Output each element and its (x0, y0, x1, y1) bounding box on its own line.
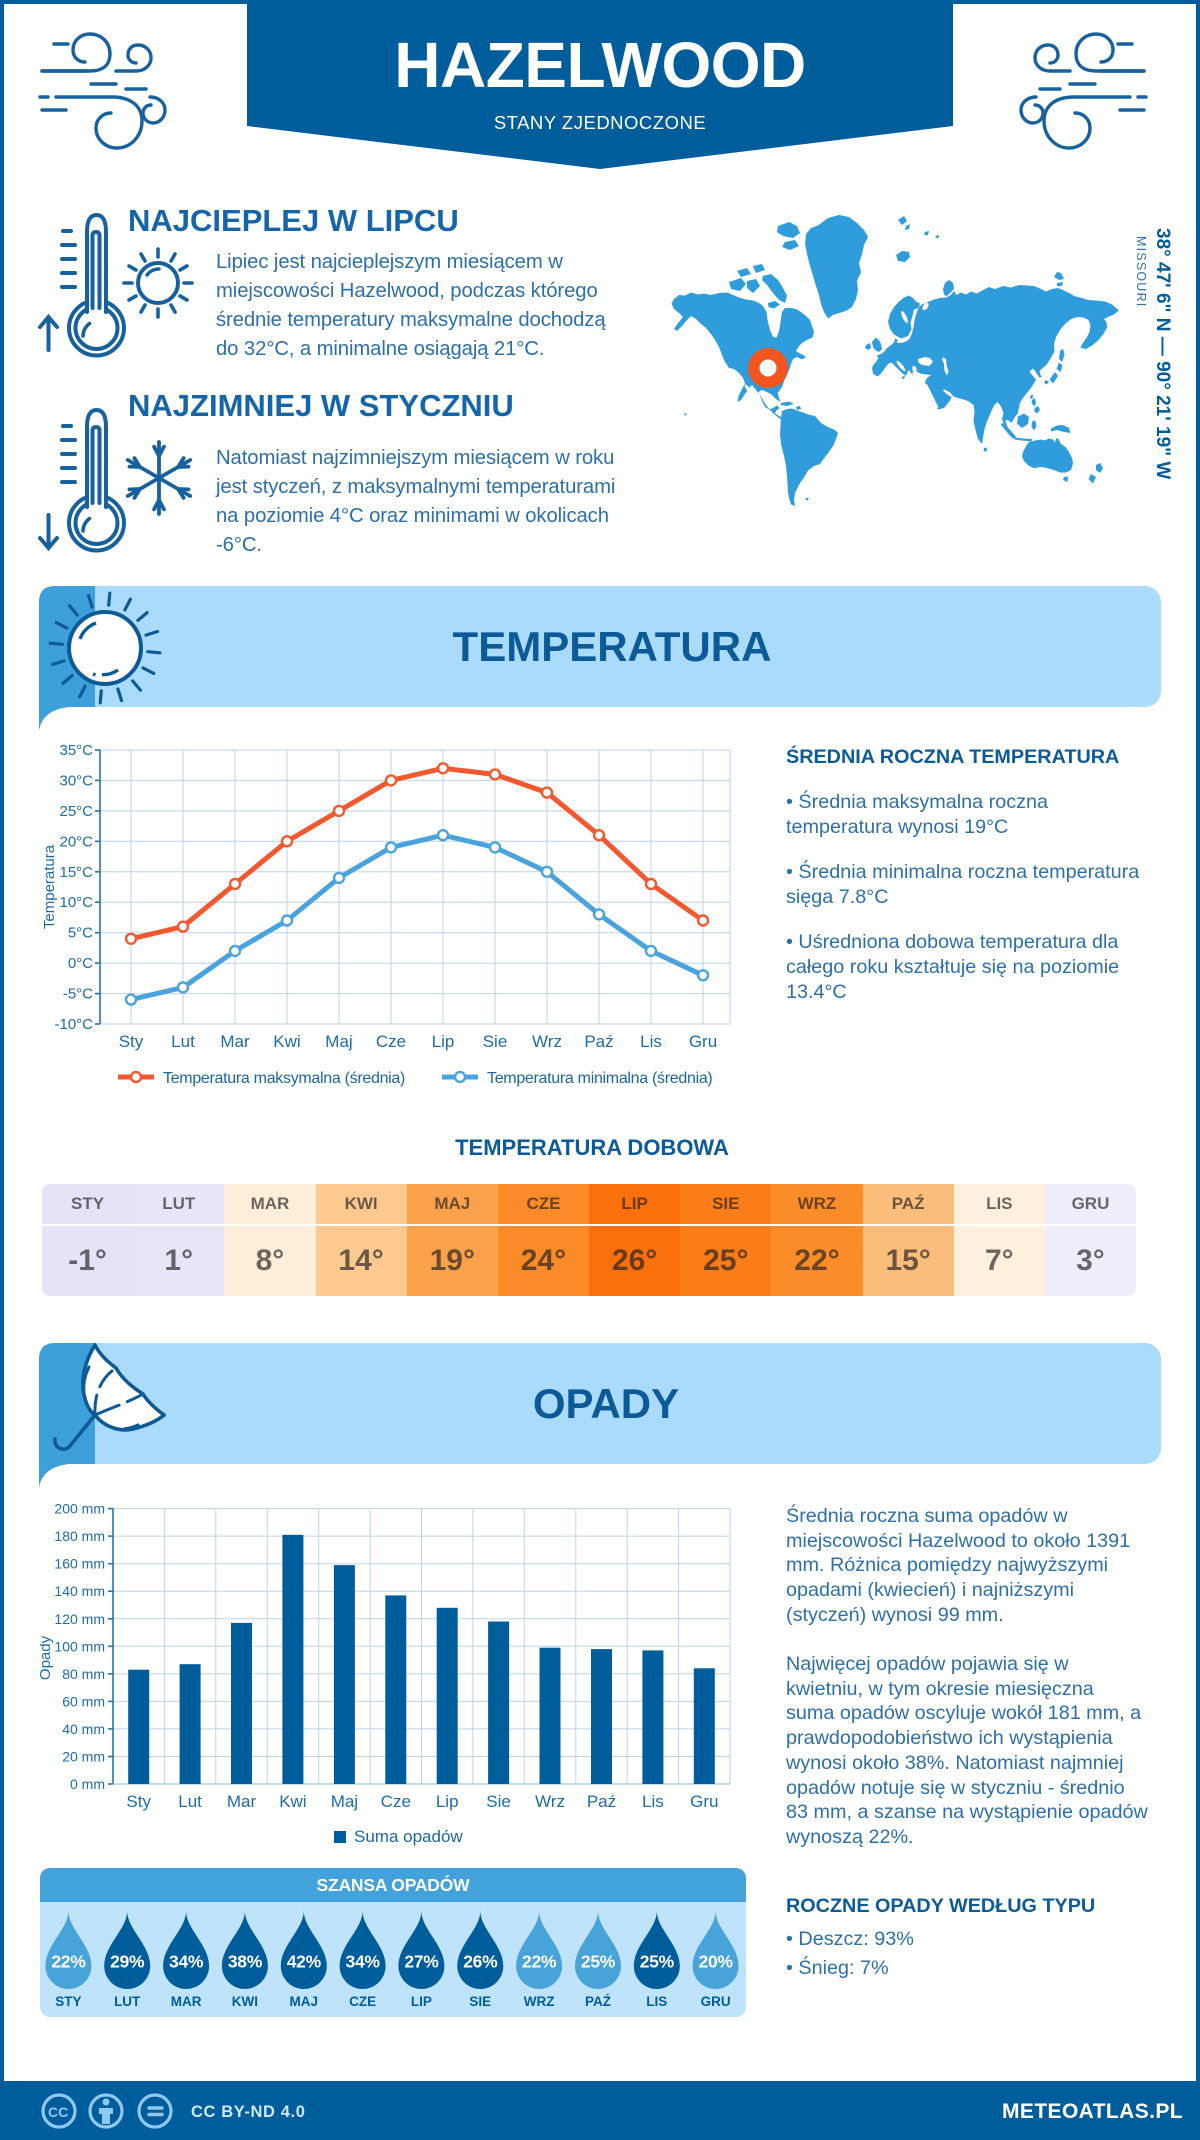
svg-text:160 mm: 160 mm (54, 1556, 105, 1572)
svg-text:Kwi: Kwi (273, 1032, 300, 1051)
svg-text:Paź: Paź (587, 1792, 616, 1811)
svg-text:Lip: Lip (436, 1792, 459, 1811)
svg-text:LIP: LIP (411, 1994, 432, 2009)
svg-text:27%: 27% (404, 1952, 439, 1972)
svg-text:Lis: Lis (642, 1792, 664, 1811)
svg-text:34%: 34% (346, 1952, 381, 1972)
svg-text:180 mm: 180 mm (54, 1528, 105, 1544)
svg-text:Lut: Lut (171, 1032, 195, 1051)
svg-text:Wrz: Wrz (535, 1792, 565, 1811)
svg-text:15°C: 15°C (59, 864, 93, 881)
svg-text:Mar: Mar (220, 1032, 250, 1051)
svg-text:0°C: 0°C (68, 955, 93, 972)
svg-text:20%: 20% (699, 1952, 734, 1972)
svg-text:Sie: Sie (483, 1032, 508, 1051)
svg-text:40 mm: 40 mm (62, 1721, 105, 1737)
svg-text:60 mm: 60 mm (62, 1693, 105, 1709)
svg-text:SIE: SIE (469, 1994, 491, 2009)
svg-text:10°C: 10°C (59, 894, 93, 911)
svg-text:140 mm: 140 mm (54, 1583, 105, 1599)
svg-text:Temperatura: Temperatura (41, 844, 58, 929)
svg-text:LUT: LUT (114, 1994, 141, 2009)
svg-text:MAR: MAR (171, 1994, 202, 2009)
svg-text:34%: 34% (169, 1952, 204, 1972)
svg-text:Lis: Lis (640, 1032, 662, 1051)
svg-text:Suma opadów: Suma opadów (354, 1827, 463, 1846)
svg-text:22%: 22% (522, 1952, 557, 1972)
svg-text:35°C: 35°C (59, 742, 93, 759)
svg-text:Lip: Lip (432, 1032, 455, 1051)
svg-text:Cze: Cze (376, 1032, 406, 1051)
svg-text:Maj: Maj (331, 1792, 358, 1811)
svg-text:Sie: Sie (486, 1792, 511, 1811)
svg-text:5°C: 5°C (68, 925, 93, 942)
svg-text:Sty: Sty (126, 1792, 151, 1811)
svg-text:25%: 25% (640, 1952, 675, 1972)
svg-text:PAŹ: PAŹ (585, 1994, 611, 2009)
svg-text:20 mm: 20 mm (62, 1749, 105, 1765)
svg-text:Gru: Gru (689, 1032, 717, 1051)
svg-text:80 mm: 80 mm (62, 1666, 105, 1682)
svg-text:KWI: KWI (232, 1994, 258, 2009)
svg-text:Temperatura maksymalna (średni: Temperatura maksymalna (średnia) (163, 1070, 405, 1087)
svg-text:100 mm: 100 mm (54, 1638, 105, 1654)
svg-text:GRU: GRU (701, 1994, 731, 2009)
svg-text:LIS: LIS (646, 1994, 667, 2009)
svg-text:38%: 38% (228, 1952, 263, 1972)
svg-text:Cze: Cze (381, 1792, 411, 1811)
svg-text:Gru: Gru (690, 1792, 718, 1811)
svg-text:0 mm: 0 mm (70, 1776, 105, 1792)
svg-text:Kwi: Kwi (279, 1792, 306, 1811)
svg-text:Maj: Maj (325, 1032, 352, 1051)
svg-text:MAJ: MAJ (290, 1994, 319, 2009)
svg-text:20°C: 20°C (59, 833, 93, 850)
svg-text:Lut: Lut (178, 1792, 202, 1811)
svg-text:Wrz: Wrz (532, 1032, 562, 1051)
svg-text:-10°C: -10°C (54, 1016, 93, 1033)
svg-text:120 mm: 120 mm (54, 1611, 105, 1627)
svg-text:Mar: Mar (227, 1792, 257, 1811)
svg-text:29%: 29% (110, 1952, 145, 1972)
svg-text:-5°C: -5°C (63, 986, 93, 1003)
svg-text:42%: 42% (287, 1952, 322, 1972)
svg-text:200 mm: 200 mm (54, 1501, 105, 1517)
svg-text:Sty: Sty (119, 1032, 144, 1051)
svg-text:25%: 25% (581, 1952, 616, 1972)
svg-text:26%: 26% (463, 1952, 498, 1972)
svg-text:Opady: Opady (40, 1635, 54, 1680)
svg-text:WRZ: WRZ (524, 1994, 555, 2009)
svg-text:Paź: Paź (584, 1032, 613, 1051)
svg-text:30°C: 30°C (59, 772, 93, 789)
svg-text:Temperatura minimalna (średnia: Temperatura minimalna (średnia) (487, 1070, 712, 1087)
svg-text:22%: 22% (51, 1952, 86, 1972)
svg-text:STY: STY (55, 1994, 81, 2009)
svg-text:25°C: 25°C (59, 803, 93, 820)
svg-text:CZE: CZE (349, 1994, 376, 2009)
